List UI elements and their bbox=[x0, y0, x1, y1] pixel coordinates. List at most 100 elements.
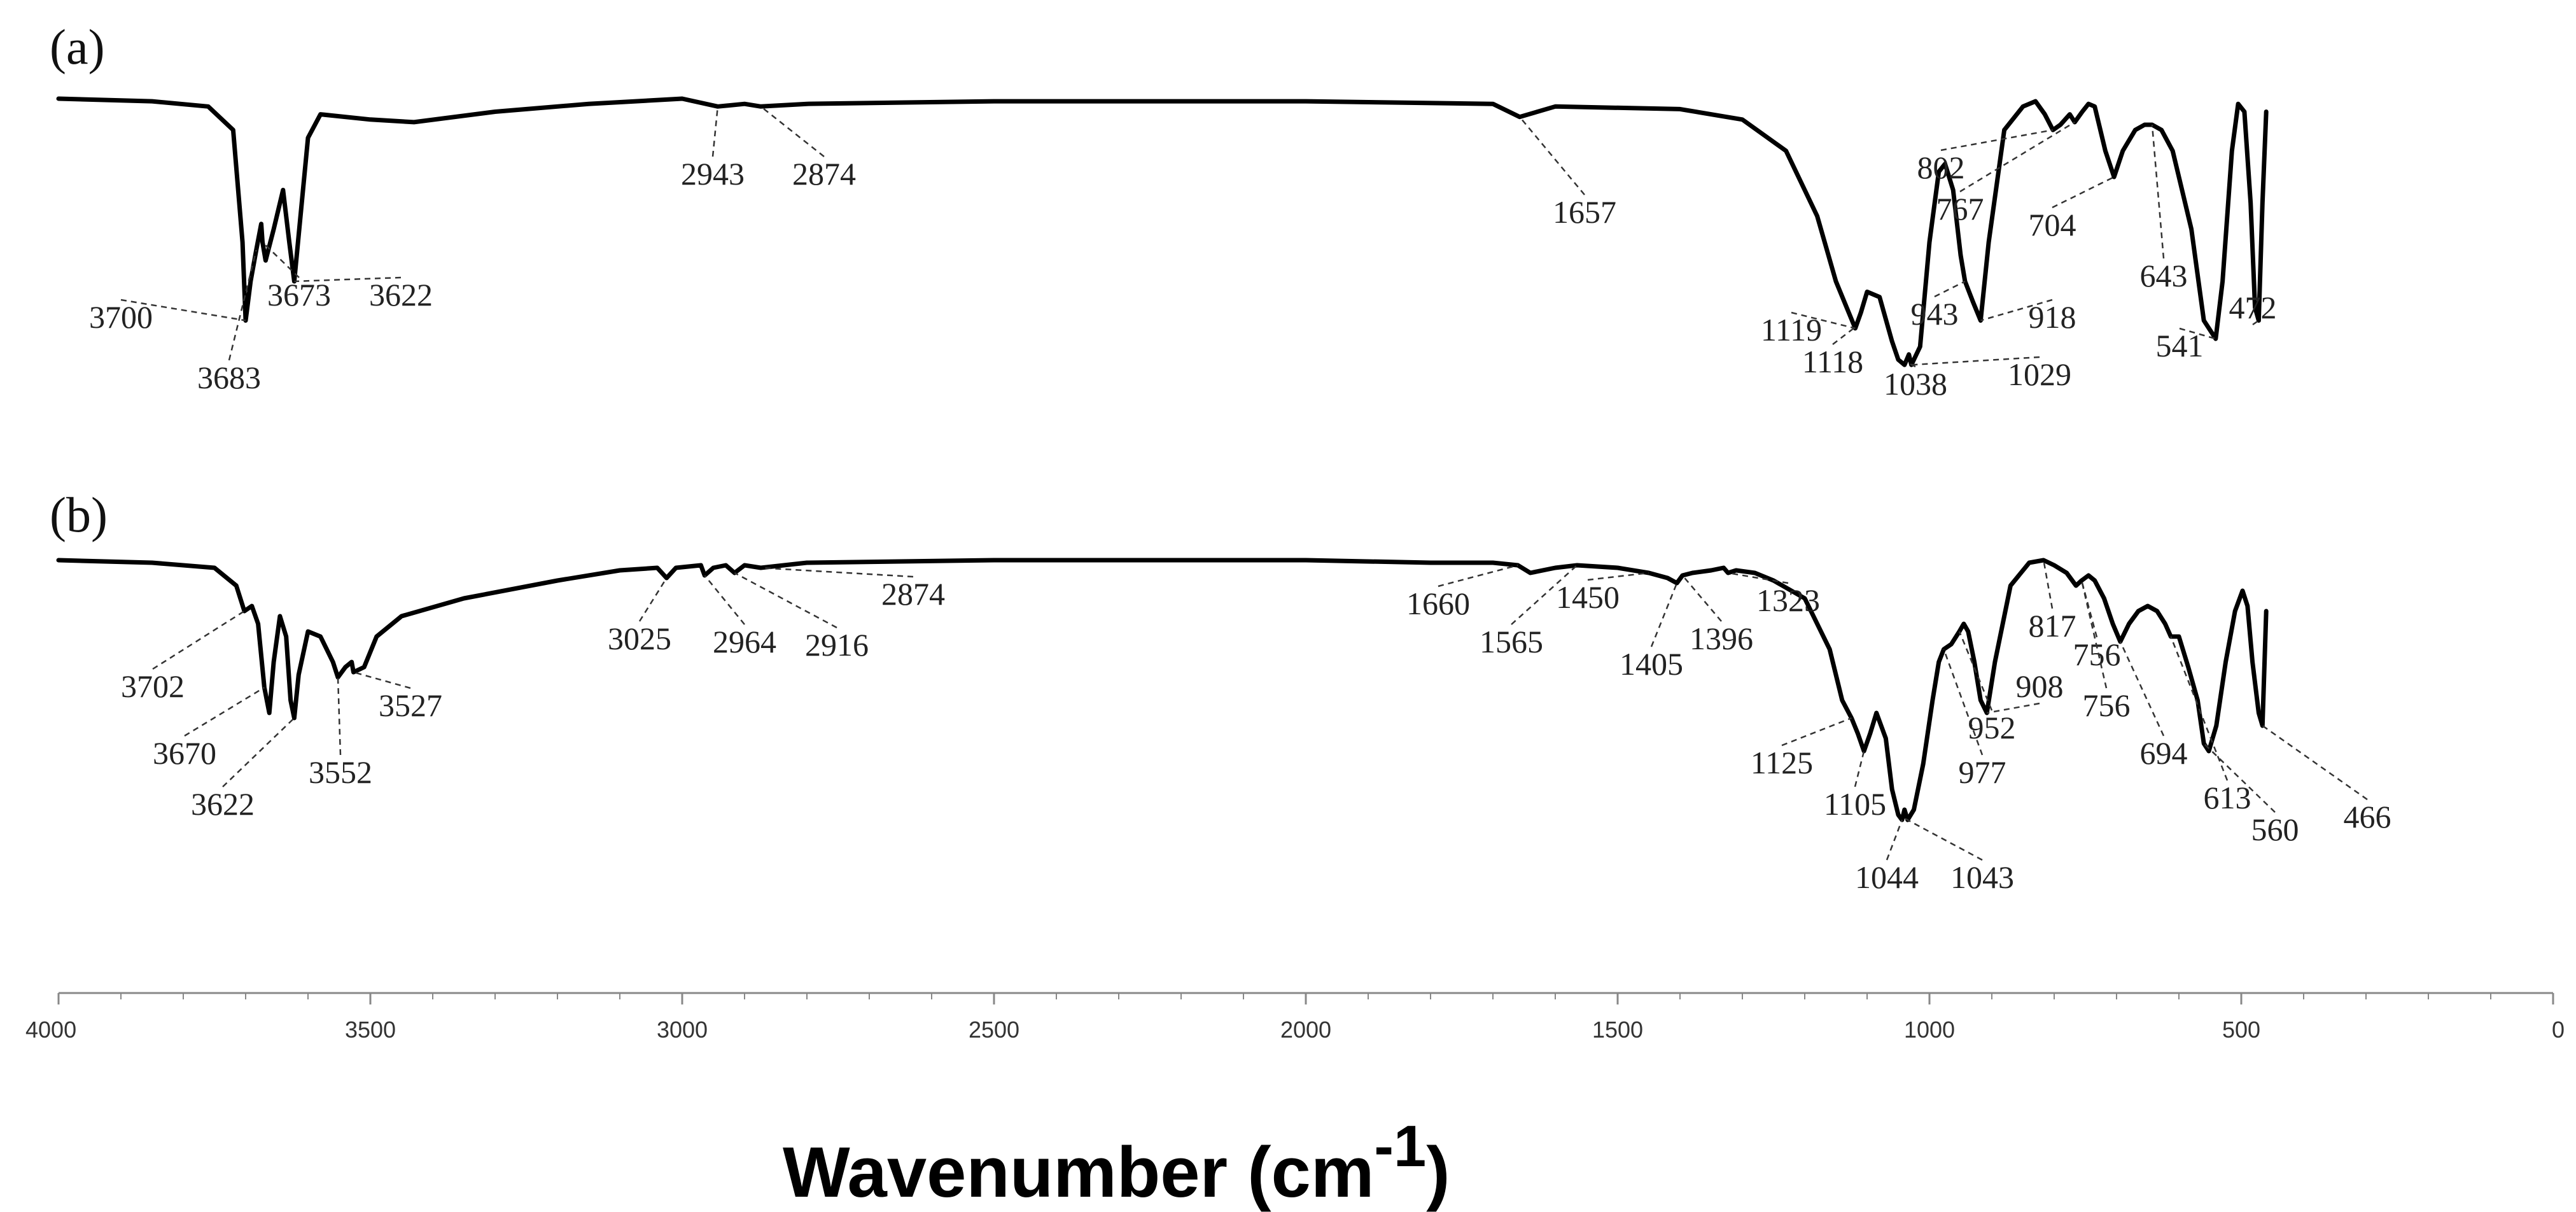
peak-leader-line bbox=[2170, 636, 2229, 781]
peak-label: 643 bbox=[2140, 258, 2188, 293]
peak-label: 1044 bbox=[1855, 859, 1919, 895]
peak-label: 704 bbox=[2029, 207, 2076, 243]
peak-label: 1125 bbox=[1751, 745, 1813, 780]
peak-leader-line bbox=[711, 106, 719, 157]
peak-label: 817 bbox=[2029, 608, 2076, 644]
peak-leader-line bbox=[1681, 575, 1722, 622]
peak-leader-line bbox=[2080, 580, 2108, 689]
peak-label: 908 bbox=[2016, 668, 2064, 704]
peak-label: 472 bbox=[2229, 290, 2277, 325]
panel-label-a: (a) bbox=[50, 19, 105, 74]
peak-leader-line bbox=[1958, 631, 1993, 711]
peak-leader-line bbox=[2052, 176, 2115, 209]
peak-leader-line bbox=[2179, 327, 2216, 340]
peak-label: 1038 bbox=[1884, 366, 1947, 402]
peak-leader-line bbox=[2119, 641, 2165, 736]
x-axis-title-close: ) bbox=[1426, 1132, 1450, 1212]
peak-label: 1405 bbox=[1620, 646, 1683, 682]
peak-leader-line bbox=[1940, 129, 2054, 152]
peak-leader-line bbox=[638, 577, 668, 622]
peak-label: 2964 bbox=[713, 624, 776, 659]
peak-leader-line bbox=[1905, 361, 1916, 368]
peak-label: 3683 bbox=[197, 360, 261, 395]
peak-label: 1118 bbox=[1802, 344, 1863, 379]
peak-leader-line bbox=[1511, 565, 1578, 625]
x-tick-label: 3500 bbox=[345, 1017, 396, 1043]
peak-label: 3622 bbox=[191, 786, 255, 822]
peak-leader-line bbox=[1854, 750, 1865, 787]
peak-label: 918 bbox=[2029, 299, 2076, 335]
peak-label: 2916 bbox=[805, 627, 869, 663]
peak-label: 756 bbox=[2073, 637, 2121, 672]
peak-leader-line bbox=[1832, 326, 1857, 345]
x-tick-label: 2500 bbox=[969, 1017, 1019, 1043]
x-tick-label: 2000 bbox=[1280, 1017, 1331, 1043]
peak-leader-line bbox=[1438, 564, 1518, 588]
peak-label: 943 bbox=[1911, 296, 1959, 332]
x-tick-label: 500 bbox=[2222, 1017, 2260, 1043]
spectrum-line-a bbox=[56, 96, 2269, 367]
peak-label: 1565 bbox=[1480, 624, 1543, 659]
peak-leader-line bbox=[2151, 124, 2165, 259]
peak-leader-line bbox=[1650, 582, 1678, 647]
peak-label: 1105 bbox=[1824, 786, 1886, 822]
peak-leader-line bbox=[1934, 280, 1966, 298]
spectrum-line-b bbox=[56, 558, 2269, 822]
peak-leader-line bbox=[228, 250, 257, 361]
peak-leader-line bbox=[1791, 311, 1856, 330]
peak-leader-line bbox=[2203, 743, 2276, 813]
peak-label: 1043 bbox=[1950, 859, 2014, 895]
peak-leader-line bbox=[2080, 580, 2098, 638]
peak-leader-line bbox=[760, 106, 825, 157]
x-tick-label: 1000 bbox=[1904, 1017, 1955, 1043]
x-tick-label: 4000 bbox=[25, 1017, 76, 1043]
peak-label: 1119 bbox=[1761, 312, 1822, 348]
peak-leader-line bbox=[1587, 572, 1649, 581]
x-axis-title: Wavenumber (cm-1) bbox=[783, 1114, 1450, 1212]
peak-label: 1657 bbox=[1553, 194, 1616, 230]
peak-leader-line bbox=[1943, 649, 1984, 756]
peak-leader-line bbox=[294, 276, 402, 283]
x-tick-label: 3000 bbox=[657, 1017, 708, 1043]
peak-leader-line bbox=[1911, 356, 2040, 366]
peak-leader-line bbox=[1886, 819, 1903, 861]
peak-leader-line bbox=[2252, 320, 2260, 326]
peak-leader-line bbox=[353, 671, 411, 689]
peak-leader-line bbox=[2262, 724, 2368, 801]
peak-leader-line bbox=[2043, 560, 2054, 609]
x-axis-title-superscript: -1 bbox=[1374, 1114, 1426, 1179]
peak-label: 3670 bbox=[153, 735, 216, 771]
peak-leader-line bbox=[1986, 702, 2040, 714]
peak-label: 977 bbox=[1959, 754, 2006, 790]
x-tick-label: 1500 bbox=[1592, 1017, 1643, 1043]
peak-leader-line bbox=[734, 572, 837, 629]
peak-label: 3025 bbox=[608, 621, 671, 656]
panel-label-b: (b) bbox=[50, 487, 108, 542]
peak-label: 1323 bbox=[1756, 582, 1820, 618]
peak-label: 1396 bbox=[1690, 621, 1753, 656]
peak-leader-line bbox=[1519, 116, 1585, 195]
peak-label: 613 bbox=[2204, 780, 2251, 815]
peak-leader-line bbox=[152, 610, 245, 670]
peak-label: 2874 bbox=[881, 576, 945, 612]
peak-label: 541 bbox=[2156, 328, 2204, 363]
peak-label: 1660 bbox=[1406, 586, 1470, 621]
peak-leader-line bbox=[704, 575, 745, 625]
peak-leader-line bbox=[184, 686, 265, 737]
peak-label: 3673 bbox=[267, 277, 331, 313]
peak-label: 3527 bbox=[379, 687, 442, 723]
peak-leader-line bbox=[760, 567, 914, 578]
x-tick-label: 0 bbox=[2552, 1017, 2565, 1043]
peak-label: 2943 bbox=[681, 156, 745, 192]
peak-label: 1029 bbox=[2008, 356, 2071, 392]
peak-leader-line bbox=[1980, 299, 2053, 321]
peak-label: 767 bbox=[1936, 191, 1984, 227]
peak-leader-line bbox=[222, 717, 295, 787]
peak-label: 1450 bbox=[1556, 579, 1620, 615]
peak-label: 466 bbox=[2344, 799, 2391, 835]
x-axis-ticks: 4000 3500 3000 2500 2000 1500 1000 500 0 bbox=[25, 993, 2565, 1043]
peak-label: 560 bbox=[2251, 812, 2299, 847]
peak-label: 2874 bbox=[792, 156, 856, 192]
